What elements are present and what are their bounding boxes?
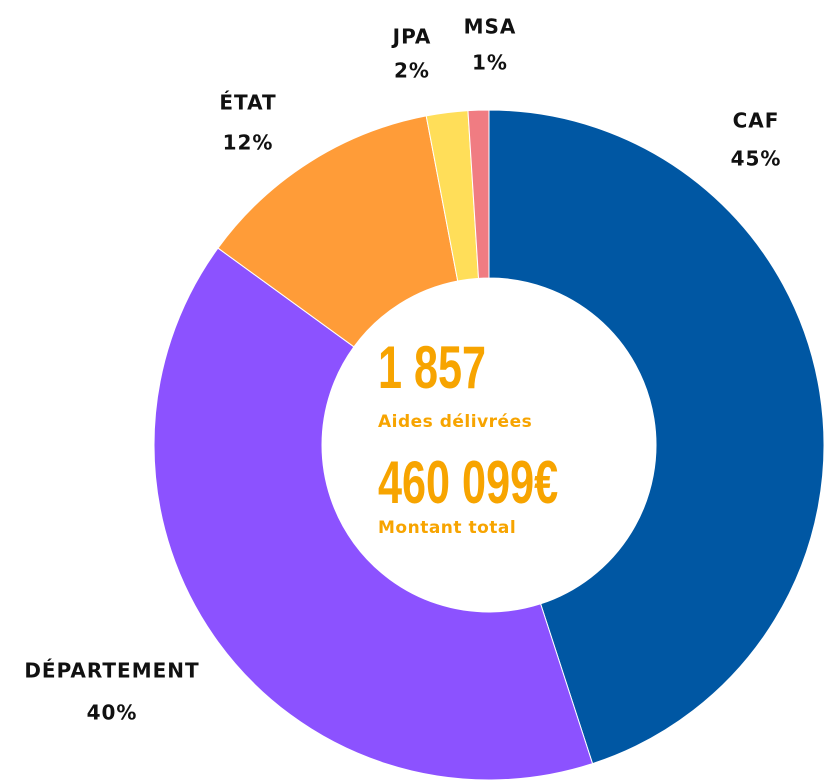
center-caption: Montant total: [378, 518, 516, 538]
slice-value: 12%: [223, 131, 274, 155]
center-caption: Aides délivrées: [378, 412, 532, 432]
slice-label: CAF: [733, 109, 780, 133]
slice-label: MSA: [464, 15, 517, 39]
center-value: 460 099€: [378, 450, 558, 517]
center-value: 1 857: [378, 335, 486, 402]
slice-value: 2%: [394, 59, 430, 83]
slice-value: 1%: [472, 51, 508, 75]
slice-value: 45%: [731, 147, 782, 171]
donut-slice: [467, 109, 490, 279]
slice-label: DÉPARTEMENT: [24, 659, 199, 683]
donut-slice: [488, 109, 825, 765]
donut-slice: [217, 115, 459, 348]
slice-label: JPA: [391, 25, 432, 49]
slice-value: 40%: [87, 701, 138, 725]
donut-slice: [153, 247, 594, 781]
slice-label: ÉTAT: [219, 91, 276, 115]
